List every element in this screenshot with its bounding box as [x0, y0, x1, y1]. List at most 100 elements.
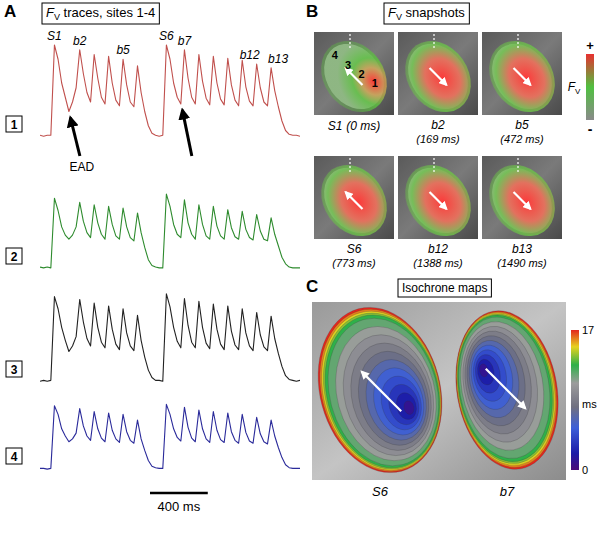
isochrone: [457, 326, 539, 440]
isochrone: [312, 306, 454, 479]
fv-overlay: [476, 28, 569, 125]
panel-b: B FV snapshots 4321 S1(0 ms) b2(169 ms) b5(47…: [306, 2, 594, 269]
title: Isochrone maps: [402, 281, 487, 295]
ead-label: EAD: [70, 160, 95, 174]
caption-time: (0 ms): [346, 119, 380, 133]
colorbar-tick-label: 0: [582, 464, 588, 476]
series-box: [6, 361, 22, 377]
electrode: [517, 158, 518, 172]
beat-label: b7: [178, 34, 193, 48]
caption-beat: S6: [347, 242, 362, 256]
fv-overlay: [476, 152, 569, 249]
scale-bar: [150, 492, 208, 495]
electrode: [349, 158, 350, 172]
colorbar-bottom: -: [588, 121, 593, 137]
snapshot-frame: b12(1388 ms): [392, 152, 485, 269]
beat-label: b13: [268, 52, 288, 66]
colorbar-label: ms: [582, 398, 597, 410]
caption-beat: b5: [515, 118, 529, 132]
isochrone: [445, 304, 569, 476]
series-label: 3: [11, 363, 18, 377]
subscript: V: [575, 87, 581, 96]
electrode: [433, 158, 434, 172]
isochrone: [366, 362, 431, 441]
propagation-arrow: [486, 369, 526, 409]
series-label: 2: [11, 250, 18, 264]
panel-letter: C: [306, 277, 318, 296]
isochrone: [463, 336, 525, 421]
site-label: 4: [332, 49, 339, 61]
map-label: b7: [500, 484, 515, 499]
trace: [40, 294, 300, 381]
colorbar-tick-label: 17: [582, 324, 594, 336]
isochrone: [460, 331, 532, 430]
caption-beat: b13: [512, 242, 532, 256]
isochrone: [304, 298, 457, 484]
caption-time: (472 ms): [500, 133, 544, 145]
trace: [40, 194, 300, 268]
ead-arrow: [182, 110, 192, 156]
series-label: 4: [11, 450, 18, 464]
title-box: [42, 3, 159, 24]
isochrone: [469, 347, 510, 404]
propagation-arrow: [430, 192, 447, 209]
title: FV traces, sites 1-4: [46, 5, 155, 22]
isochrone: [466, 342, 517, 413]
site-label: 3: [345, 59, 351, 71]
isochrone-map: [300, 293, 459, 486]
trace: [40, 45, 300, 136]
caption-time: (773 ms): [332, 257, 376, 269]
plot-area: [40, 45, 300, 469]
figure: AFV traces, sites 1-41234S1b2b5S6b7b12b1…: [0, 0, 600, 533]
panel-letter: B: [306, 2, 318, 21]
colorbar-label: FV: [568, 80, 581, 96]
isochrone: [476, 358, 497, 386]
colorbar: [586, 54, 594, 120]
title-rest: traces, sites 1-4: [60, 5, 155, 20]
beat-label: S1: [47, 29, 62, 43]
caption-beat: S1: [328, 119, 343, 133]
site-label: 1: [372, 77, 378, 89]
snapshot-frame: 4321 S1(0 ms): [308, 28, 401, 133]
fv-overlay: [308, 28, 401, 125]
beat-label: S6: [159, 29, 174, 43]
electrode: [433, 34, 434, 48]
isochrone: [309, 302, 456, 481]
snapshot-frame: b2(169 ms): [392, 28, 485, 145]
isochrone: [357, 353, 435, 447]
isochrone: [472, 353, 503, 396]
site-label: 2: [358, 68, 364, 80]
isochrone: [447, 307, 564, 469]
title: FV snapshots: [388, 5, 465, 22]
caption-beat: b2: [431, 118, 445, 132]
isochrone: [444, 303, 570, 478]
series-box: [6, 448, 22, 464]
isochrone: [446, 306, 565, 471]
panel-letter: A: [4, 2, 16, 21]
beat-label: b5: [116, 43, 130, 57]
colorbar: [571, 330, 579, 470]
isochrone: [339, 334, 443, 460]
isochrone: [445, 305, 567, 473]
title-box: [398, 279, 491, 297]
caption-time: (1388 ms): [413, 257, 463, 269]
panel-a: AFV traces, sites 1-41234S1b2b5S6b7b12b1…: [4, 2, 300, 514]
snapshot-frame: b13(1490 ms): [476, 152, 569, 269]
panel-c: C Isochrone maps S6 b7 0 17 ms: [300, 277, 597, 499]
title-rest: snapshots: [402, 5, 465, 20]
fv-overlay: [392, 152, 485, 249]
propagation-arrow: [362, 372, 402, 412]
isochrone: [448, 310, 561, 466]
fv-overlay: [392, 28, 485, 125]
map-label: S6: [372, 484, 389, 499]
series-box: [6, 248, 22, 264]
isochrone: [321, 315, 451, 472]
isochrone: [454, 320, 546, 448]
snapshot-frame: S6(773 ms): [308, 152, 401, 269]
caption-time: (169 ms): [416, 133, 460, 145]
electrode: [517, 34, 518, 48]
isochrone-map: [444, 303, 570, 478]
isochrone: [402, 400, 415, 416]
beat-label: b2: [73, 34, 87, 48]
caption-beat: b12: [428, 242, 448, 256]
